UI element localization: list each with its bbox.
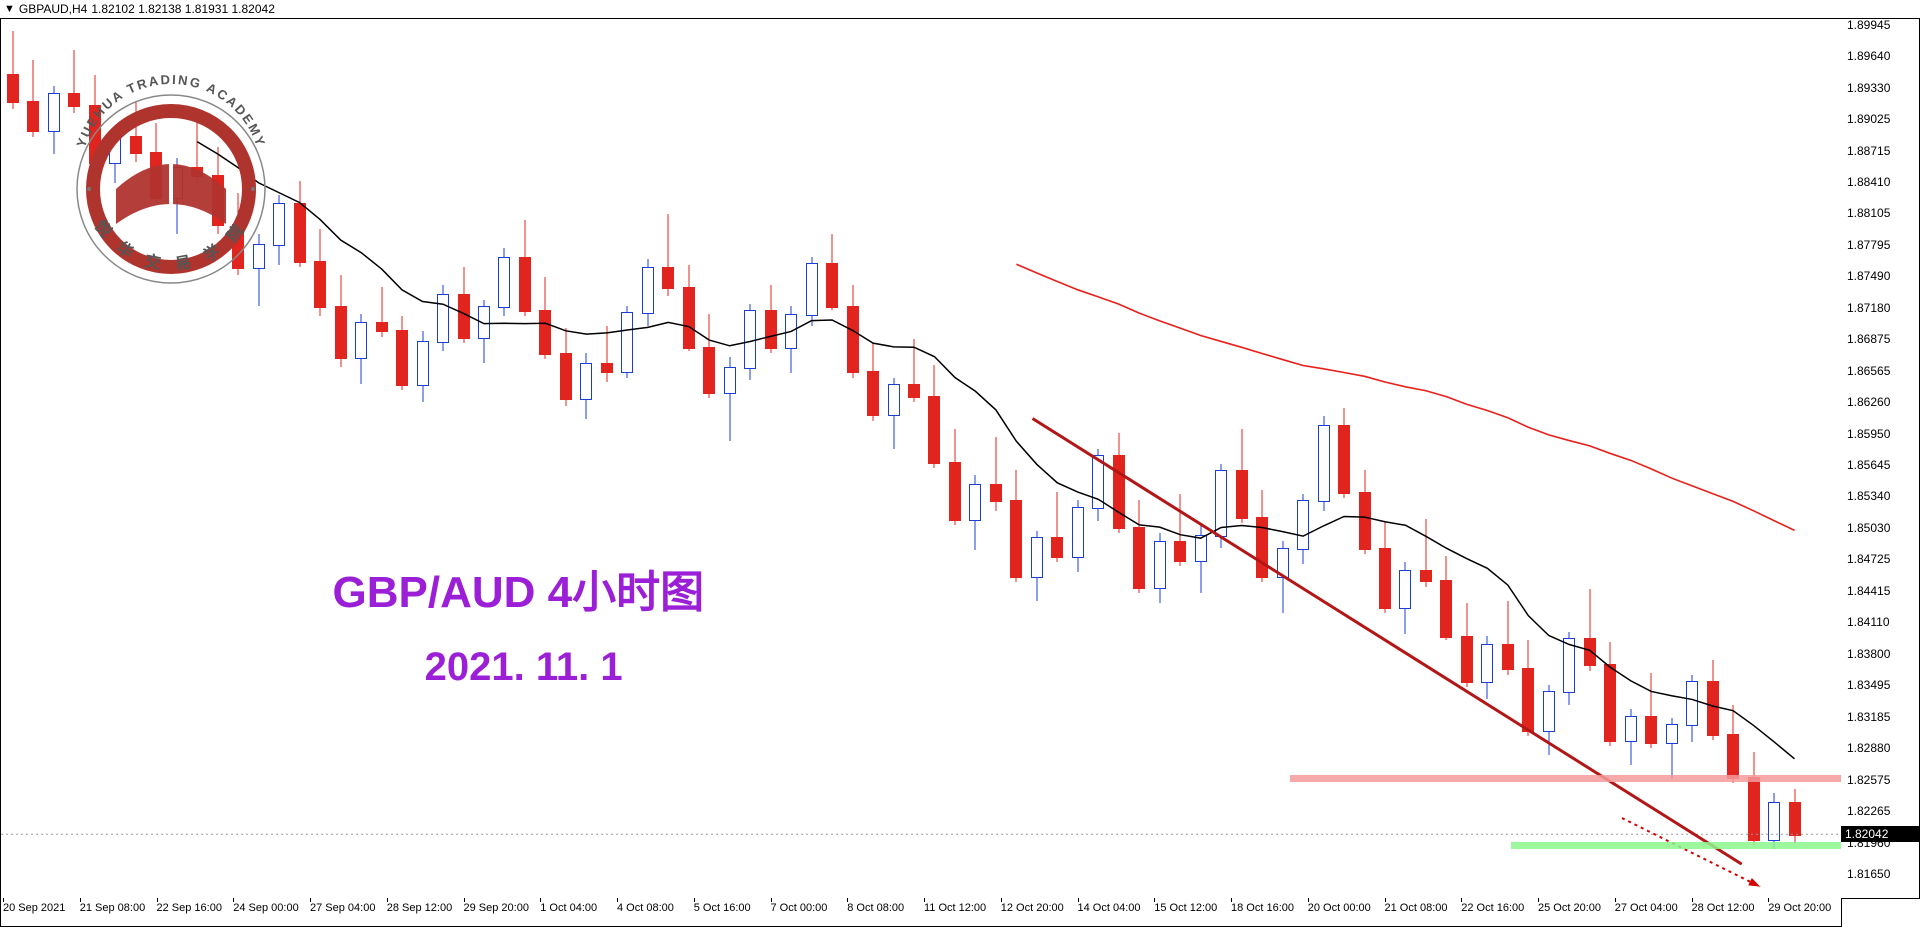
x-tick: 27 Sep 04:00 [310,902,375,914]
x-tick: 22 Oct 16:00 [1461,902,1524,914]
y-tick: 1.85340 [1847,489,1890,503]
quote-label: 1.82102 1.82138 1.81931 1.82042 [91,2,275,16]
overlay-title-line2: 2021. 11. 1 [425,645,623,690]
y-tick: 1.89330 [1847,81,1890,95]
resistance-zone [1290,775,1842,782]
price-plot[interactable]: GBP/AUD 4小时图 2021. 11. 1 YUEHUA TRADING A… [0,18,1842,899]
y-tick: 1.85950 [1847,427,1890,441]
overlay-title-line1: GBP/AUD 4小时图 [333,556,705,620]
y-tick: 1.84725 [1847,552,1890,566]
symbol-label: GBPAUD,H4 [19,2,87,16]
svg-text:悦 华 交 易 学 院: 悦 华 交 易 学 院 [91,216,251,273]
y-tick: 1.83495 [1847,678,1890,692]
x-tick: 21 Sep 08:00 [80,902,145,914]
y-tick: 1.88715 [1847,144,1890,158]
x-tick: 14 Oct 04:00 [1078,902,1141,914]
current-price-label: 1.82042 [1841,826,1919,842]
y-tick: 1.81650 [1847,867,1890,881]
ma-fast [1,19,1842,899]
x-tick: 1 Oct 04:00 [540,902,597,914]
y-tick: 1.87180 [1847,301,1890,315]
y-tick: 1.86565 [1847,364,1890,378]
x-tick: 25 Oct 20:00 [1538,902,1601,914]
x-tick: 7 Oct 00:00 [771,902,828,914]
x-tick: 27 Oct 04:00 [1615,902,1678,914]
y-tick: 1.82880 [1847,741,1890,755]
x-tick: 8 Oct 08:00 [847,902,904,914]
chart-title-bar: ▼ GBPAUD,H4 1.82102 1.82138 1.81931 1.82… [4,2,275,16]
support-zone [1511,842,1842,849]
y-tick: 1.84110 [1847,615,1890,629]
x-tick: 5 Oct 16:00 [694,902,751,914]
y-tick: 1.88105 [1847,206,1890,220]
y-tick: 1.86875 [1847,332,1890,346]
y-tick: 1.86260 [1847,395,1890,409]
y-tick: 1.87490 [1847,269,1890,283]
x-tick: 22 Sep 16:00 [157,902,222,914]
overlay-svg [1,19,1842,899]
x-tick: 11 Oct 12:00 [924,902,986,914]
y-tick: 1.88410 [1847,175,1890,189]
x-tick: 24 Sep 00:00 [233,902,298,914]
y-tick: 1.82575 [1847,773,1890,787]
y-tick: 1.89945 [1847,18,1890,32]
y-tick: 1.87795 [1847,238,1890,252]
y-axis: 1.89945 1.89640 1.89330 1.89025 1.88715 1.884… [1841,18,1920,899]
chart-container: ▼ GBPAUD,H4 1.82102 1.82138 1.81931 1.82… [0,0,1920,927]
x-tick: 20 Oct 00:00 [1308,902,1371,914]
y-tick: 1.89640 [1847,49,1890,63]
x-tick: 4 Oct 08:00 [617,902,674,914]
y-tick: 1.89025 [1847,112,1890,126]
x-tick: 20 Sep 2021 [3,902,65,914]
x-tick: 28 Oct 12:00 [1692,902,1755,914]
svg-text:YUEHUA TRADING ACADEMY: YUEHUA TRADING ACADEMY [73,72,268,149]
y-tick: 1.84415 [1847,584,1890,598]
x-tick: 29 Sep 20:00 [464,902,529,914]
x-tick: 15 Oct 12:00 [1154,902,1217,914]
x-tick: 12 Oct 20:00 [1001,902,1064,914]
ma-slow [1,19,1842,899]
y-tick: 1.85030 [1847,521,1890,535]
y-tick: 1.85645 [1847,458,1890,472]
x-tick: 29 Oct 20:00 [1768,902,1831,914]
y-tick: 1.83800 [1847,647,1890,661]
x-tick: 21 Oct 08:00 [1385,902,1448,914]
y-tick: 1.83185 [1847,710,1890,724]
x-axis: 20 Sep 2021 21 Sep 08:00 22 Sep 16:00 24 Se… [0,898,1842,927]
y-tick: 1.82265 [1847,804,1890,818]
dropdown-icon[interactable]: ▼ [4,3,15,15]
x-tick: 28 Sep 12:00 [387,902,452,914]
x-tick: 18 Oct 16:00 [1231,902,1294,914]
